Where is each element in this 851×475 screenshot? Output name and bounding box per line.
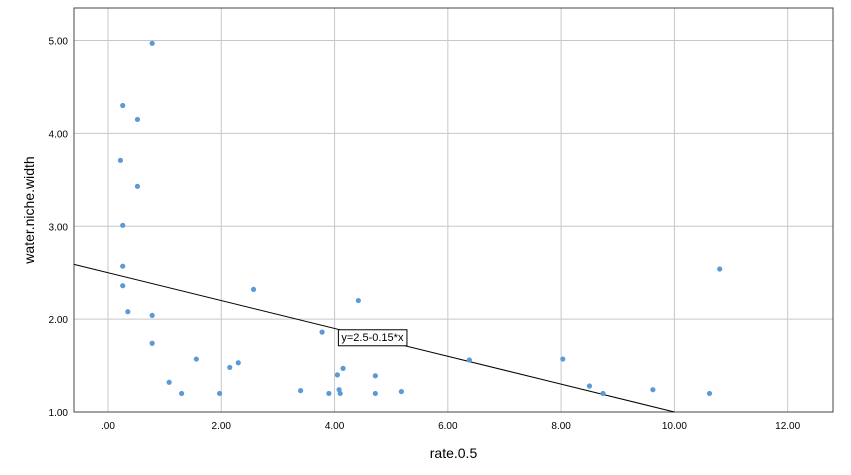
data-point <box>372 373 378 379</box>
data-point <box>334 372 340 378</box>
data-point <box>717 266 723 272</box>
y-gridlines <box>74 40 833 320</box>
data-point <box>125 309 131 315</box>
data-point <box>120 102 126 109</box>
x-tick-label: 2.00 <box>212 421 232 432</box>
data-point <box>120 263 126 269</box>
data-point <box>120 283 126 289</box>
data-point <box>355 297 361 304</box>
x-tick-label: 10.00 <box>662 421 687 432</box>
fit-equation-box: y=2.5-0.15*x <box>337 329 408 347</box>
data-point <box>227 364 233 371</box>
fit-equation-label: y=2.5-0.15*x <box>341 332 404 344</box>
data-point <box>216 390 223 397</box>
data-point <box>326 390 332 397</box>
data-point <box>340 365 346 371</box>
data-point <box>600 390 606 397</box>
data-point <box>372 390 378 397</box>
data-point <box>706 390 713 397</box>
data-point <box>149 312 155 319</box>
data-point <box>117 157 124 163</box>
data-point <box>250 286 257 293</box>
x-tick-label: 12.00 <box>775 421 800 432</box>
data-point <box>134 183 141 189</box>
data-point <box>560 356 566 362</box>
y-axis-title: water.niche.width <box>21 156 37 264</box>
y-tick-label: 1.00 <box>49 408 69 419</box>
data-point <box>149 40 155 46</box>
x-gridlines <box>107 8 789 412</box>
data-point <box>179 390 185 397</box>
data-point <box>586 383 593 389</box>
data-point <box>650 387 656 393</box>
x-tick-label: 4.00 <box>325 421 345 432</box>
data-point <box>193 356 199 362</box>
y-tick-label: 2.00 <box>49 315 69 326</box>
data-point <box>398 388 404 395</box>
y-tick-label: 5.00 <box>49 37 69 48</box>
data-point <box>134 116 141 123</box>
data-point <box>166 379 172 385</box>
data-point <box>466 357 472 363</box>
data-point <box>149 340 155 346</box>
fit-equation-frame <box>337 329 408 347</box>
x-tick-label: .00 <box>101 421 115 432</box>
data-point <box>337 390 343 397</box>
y-tick-labels: 1.00 2.00 3.00 4.00 5.00 <box>49 37 69 419</box>
x-tick-label: 6.00 <box>438 421 458 432</box>
data-point <box>120 222 126 228</box>
x-tick-label: 8.00 <box>551 421 571 432</box>
x-axis-title: rate.0.5 <box>430 445 478 461</box>
plot-frame <box>73 7 834 413</box>
y-tick-label: 3.00 <box>49 222 69 233</box>
data-points <box>117 40 723 397</box>
y-tick-label: 4.00 <box>49 129 69 140</box>
data-point <box>319 329 325 335</box>
x-tick-labels: .00 2.00 4.00 6.00 8.00 10.00 12.00 <box>101 421 801 432</box>
data-point <box>297 388 304 394</box>
data-point <box>235 360 241 366</box>
